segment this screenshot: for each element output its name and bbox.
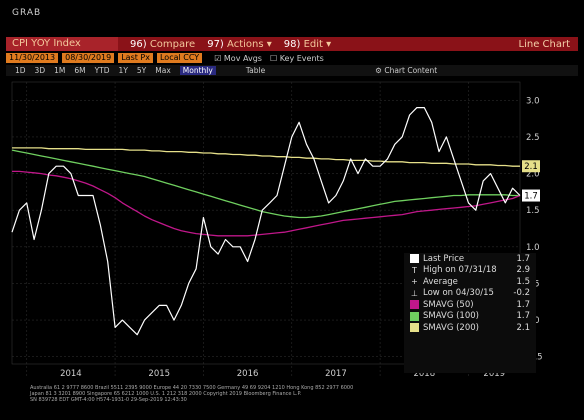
actions-menu[interactable]: 97) Actions ▾ xyxy=(207,39,272,50)
security-field[interactable]: CPI YOY Index xyxy=(6,37,118,51)
legend-value: 1.7 xyxy=(516,311,530,322)
y-tick-label: 1.5 xyxy=(526,206,540,216)
period-3d[interactable]: 3D xyxy=(34,66,46,75)
start-date-field[interactable]: 11/30/2013 xyxy=(6,53,59,63)
actions-number: 97) xyxy=(207,38,224,50)
y-tick-label: 2.0 xyxy=(526,170,540,180)
period-1m[interactable]: 1M xyxy=(54,66,66,75)
legend-swatch-smavg100 xyxy=(410,311,419,321)
actions-label: Actions xyxy=(227,38,264,50)
y-tick-label: 2.5 xyxy=(526,133,540,143)
checkbox-icon: ☑ xyxy=(214,53,222,63)
end-date-field[interactable]: 08/30/2019 xyxy=(62,53,115,63)
legend-label: Average xyxy=(423,276,458,287)
plot-area xyxy=(11,81,521,365)
period-5y[interactable]: 5Y xyxy=(136,66,147,75)
edit-menu[interactable]: 98) Edit ▾ xyxy=(284,39,331,50)
x-tick-label: 2017 xyxy=(325,369,347,379)
legend-value: -0.2 xyxy=(513,288,530,299)
footer-line: Australia 61 2 9777 8600 Brazil 5511 239… xyxy=(30,385,354,391)
compare-label: Compare xyxy=(149,38,196,50)
legend-label: High on 07/31/18 xyxy=(423,265,497,276)
compare-number: 96) xyxy=(130,38,147,50)
legend-value: 1.7 xyxy=(516,253,530,264)
chart-type-label: Line Chart xyxy=(518,38,571,50)
legend-row-low: ⊥ Low on 04/30/15 -0.2 xyxy=(404,288,536,300)
legend-row-high: T High on 07/31/18 2.9 xyxy=(404,265,536,277)
key-events-toggle[interactable]: ☐ Key Events xyxy=(270,54,324,63)
last-value-tag xyxy=(522,160,540,173)
last-value-tag xyxy=(522,189,540,202)
legend-swatch-smavg200 xyxy=(410,323,419,333)
chevron-down-icon: ▾ xyxy=(266,38,272,50)
period-row: 1D 3D 1M 6M YTD 1Y 5Y Max Monthly Table … xyxy=(6,65,578,76)
key-events-label: Key Events xyxy=(279,53,324,63)
checkbox-icon: ☐ xyxy=(269,53,278,63)
series-line-smavg-200 xyxy=(12,147,520,167)
edit-label: Edit xyxy=(303,38,323,50)
table-button[interactable]: Table xyxy=(245,66,266,75)
mov-avgs-label: Mov Avgs xyxy=(223,53,262,63)
series-line-smavg-100 xyxy=(11,149,520,219)
command-toolbar: CPI YOY Index 96) Compare 97) Actions ▾ … xyxy=(6,37,578,51)
edit-number: 98) xyxy=(283,38,301,50)
legend-row-last-price: Last Price 1.7 xyxy=(404,253,536,265)
price-field-select[interactable]: Last Px xyxy=(118,53,153,63)
chevron-down-icon: ▾ xyxy=(326,38,332,50)
x-tick-label: 2018 xyxy=(413,369,435,379)
y-tick-label: 3.0 xyxy=(526,96,540,106)
legend-label: SMAVG (50) xyxy=(423,299,474,310)
legend-swatch-last-price xyxy=(410,254,419,264)
period-6m[interactable]: 6M xyxy=(74,66,86,75)
footer-disclaimer: Australia 61 2 9777 8600 Brazil 5511 239… xyxy=(30,385,570,403)
series-line-last-price xyxy=(11,106,521,336)
legend-label: SMAVG (200) xyxy=(423,322,479,333)
low-marker-icon: ⊥ xyxy=(411,288,418,298)
legend-label: SMAVG (100) xyxy=(423,311,479,322)
compare-menu[interactable]: 96) Compare xyxy=(130,39,195,50)
mov-avgs-toggle[interactable]: ☑ Mov Avgs xyxy=(214,54,262,63)
legend-row-smavg200: SMAVG (200) 2.1 xyxy=(404,322,536,334)
chart-content-label: Chart Content xyxy=(384,66,438,75)
settings-row: 11/30/2013 08/30/2019 Last Px Local CCY … xyxy=(6,52,578,64)
legend-label: Last Price xyxy=(423,253,465,264)
legend-row-smavg100: SMAVG (100) 1.7 xyxy=(404,311,536,323)
currency-select[interactable]: Local CCY xyxy=(156,53,203,63)
y-tick-label: 1.0 xyxy=(526,243,540,253)
last-value-label: 2.1 xyxy=(524,162,538,172)
legend-row-smavg50: SMAVG (50) 1.7 xyxy=(404,299,536,311)
period-1d[interactable]: 1D xyxy=(15,66,26,75)
gear-icon: ⚙ xyxy=(375,66,382,75)
legend-row-average: + Average 1.5 xyxy=(404,276,536,288)
high-marker-icon: T xyxy=(412,265,417,275)
chart-content-button[interactable]: ⚙ Chart Content xyxy=(375,66,437,75)
x-tick-label: 2016 xyxy=(237,369,259,379)
period-1y[interactable]: 1Y xyxy=(118,66,128,75)
footer-line: Japan 81 3 3201 8900 Singapore 65 6212 1… xyxy=(30,391,302,397)
period-ytd[interactable]: YTD xyxy=(94,66,110,75)
legend-value: 2.9 xyxy=(516,265,530,276)
legend-value: 1.5 xyxy=(516,276,530,287)
series-line-smavg-50 xyxy=(12,170,521,237)
chart-legend: Last Price 1.7 T High on 07/31/18 2.9 + … xyxy=(404,253,536,373)
last-value-label: 1.7 xyxy=(524,192,538,202)
legend-label: Low on 04/30/15 xyxy=(423,288,494,299)
corner-label: GRAB xyxy=(12,8,42,18)
x-tick-label: 2019 xyxy=(483,369,505,379)
x-tick-label: 2015 xyxy=(148,369,170,379)
legend-value: 2.1 xyxy=(516,322,530,333)
period-max[interactable]: Max xyxy=(155,66,171,75)
legend-swatch-smavg50 xyxy=(410,300,419,310)
frequency-select[interactable]: Monthly xyxy=(179,66,216,75)
legend-value: 1.7 xyxy=(516,299,530,310)
x-tick-label: 2014 xyxy=(60,369,82,379)
average-marker-icon: + xyxy=(411,277,418,287)
footer-line: SN 839728 EDT GMT-4:00 H574-1931-0 29-Se… xyxy=(30,397,187,403)
